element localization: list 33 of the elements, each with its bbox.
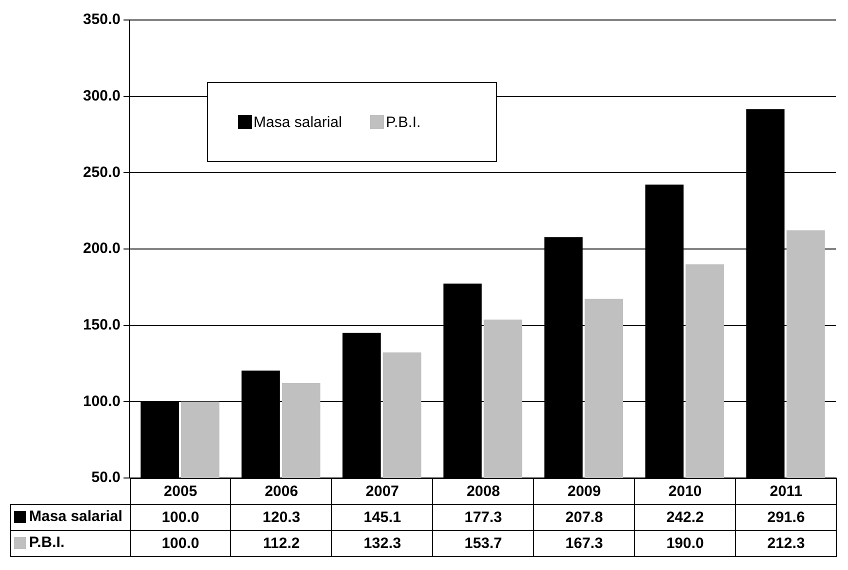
y-tick-label: 250.0: [82, 164, 121, 181]
x-tick-label: 2007: [332, 478, 433, 504]
data-label: 120.3: [230, 504, 332, 530]
y-tick-label: 350.0: [82, 11, 121, 28]
x-tick-label: 2011: [736, 478, 836, 504]
y-tick-label: 150.0: [82, 316, 121, 334]
text: Masa salarial: [29, 508, 122, 526]
data-label: 177.3: [432, 504, 534, 530]
data-label: 242.2: [634, 504, 736, 530]
x-tick-label: 2006: [230, 478, 332, 504]
legend-label: P.B.I.: [386, 114, 421, 130]
data-label: 112.2: [230, 530, 332, 556]
data-label: 167.3: [534, 530, 635, 556]
y-tick-label: 50.0: [91, 469, 121, 486]
data-label: 100.0: [130, 504, 231, 530]
x-tick-label: 2010: [634, 478, 736, 504]
data-label: 145.1: [332, 504, 433, 530]
text: P.B.I.: [29, 534, 65, 552]
data-label: 132.3: [332, 530, 433, 556]
data-label: 190.0: [634, 530, 736, 556]
x-tick-label: 2009: [534, 478, 635, 504]
x-tick-label: 2005: [130, 478, 231, 504]
legend-label: Masa salarial: [254, 114, 342, 130]
data-label: 212.3: [736, 530, 836, 556]
y-tick-label: 100.0: [82, 392, 121, 410]
data-label: 153.7: [432, 530, 534, 556]
data-label: 291.6: [736, 504, 836, 530]
legend-frame: Masa salarial P.B.I.: [206, 82, 497, 162]
data-label: 100.0: [130, 530, 231, 556]
x-tick-label: 2008: [432, 478, 534, 504]
y-tick-label: 300.0: [82, 87, 121, 104]
data-label: 207.8: [534, 504, 635, 530]
y-tick-label: 200.0: [82, 240, 121, 258]
